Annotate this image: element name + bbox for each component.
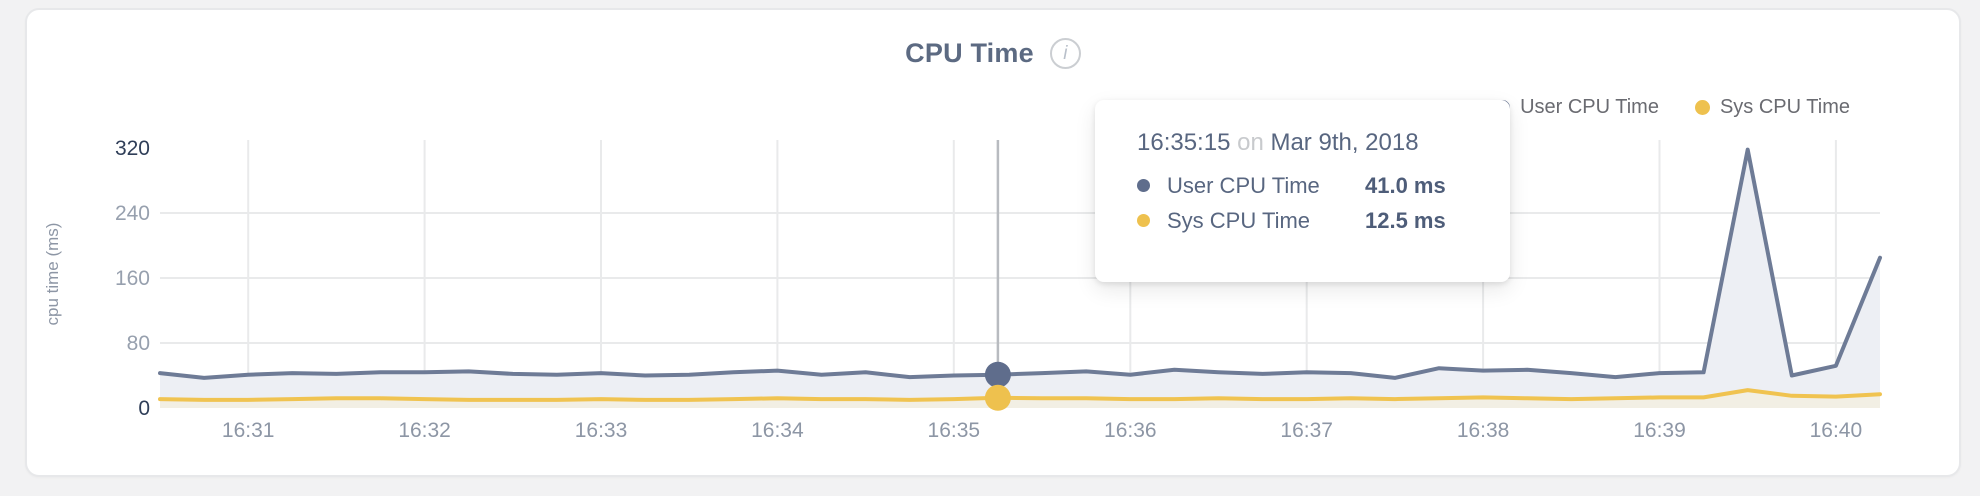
sys-cpu-legend-dot: [1694, 100, 1710, 115]
x-tick-label: 16:38: [1457, 419, 1510, 442]
tooltip-series-value: 41.0 ms: [1365, 172, 1446, 198]
series-area-0: [160, 149, 1880, 408]
series-line-1: [158, 388, 1882, 402]
y-tick-label: 240: [115, 202, 150, 225]
tooltip-series-value: 12.5 ms: [1365, 207, 1446, 233]
y-tick-label: 320: [115, 137, 150, 160]
x-tick-label: 16:33: [575, 419, 628, 442]
x-tick-label: 16:37: [1280, 419, 1333, 442]
y-tick-label: 0: [138, 397, 150, 420]
legend-label: User CPU Time: [1520, 96, 1659, 118]
legend-label: Sys CPU Time: [1719, 96, 1850, 118]
info-icon[interactable]: i: [1049, 38, 1081, 69]
tooltip-row-sys-cpu: Sys CPU Time 12.5 ms: [1137, 203, 1510, 238]
tooltip-series-label: Sys CPU Time: [1167, 207, 1311, 233]
x-tick-label: 16:35: [928, 419, 981, 442]
chart-legend: User CPU Time Sys CPU Time: [1495, 96, 1850, 119]
tooltip-row-user-cpu: User CPU Time 41.0 ms: [1137, 168, 1510, 203]
chart-title: CPU Time: [905, 38, 1034, 68]
tooltip-timestamp: 16:35:15 on Mar 9th, 2018: [1137, 129, 1419, 156]
chart-header: CPU Time i: [25, 38, 1961, 69]
highlight-point-0: [984, 361, 1011, 388]
chart-tooltip: 16:35:15 on Mar 9th, 2018 User CPU Time …: [1095, 100, 1510, 282]
series-line-0: [158, 147, 1882, 380]
x-tick-label: 16:31: [222, 419, 275, 442]
user-cpu-dot-icon: [1137, 179, 1150, 192]
x-tick-label: 16:40: [1810, 419, 1863, 442]
tooltip-series-label: User CPU Time: [1167, 172, 1320, 198]
y-tick-label: 80: [127, 332, 150, 355]
x-tick-label: 16:32: [398, 419, 451, 442]
legend-item-sys-cpu[interactable]: Sys CPU Time: [1694, 96, 1850, 119]
y-axis-title: cpu time (ms): [43, 223, 62, 326]
x-tick-label: 16:36: [1104, 419, 1157, 442]
y-tick-label: 160: [115, 267, 150, 290]
x-tick-label: 16:39: [1633, 419, 1686, 442]
sys-cpu-dot-icon: [1137, 214, 1150, 227]
x-tick-label: 16:34: [751, 419, 804, 442]
highlight-point-1: [984, 384, 1011, 411]
legend-item-user-cpu[interactable]: User CPU Time: [1495, 96, 1659, 119]
